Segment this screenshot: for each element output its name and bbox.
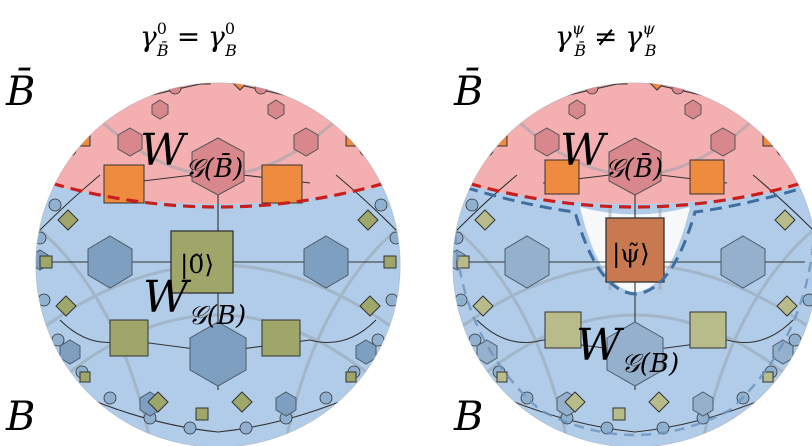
- left-lower-W: W𝒢(B): [143, 272, 246, 331]
- left-label-Bbar: B̄: [5, 68, 35, 115]
- left-state-box: [170, 230, 234, 294]
- left-panel: γ0 B̄ = γ0 B: [5, 19, 401, 446]
- right-state-label: |ψ̃⟩: [612, 239, 650, 269]
- left-state-label: |0̃⟩: [180, 250, 214, 280]
- right-panel: γψ B̄ ≠ γψ B: [452, 19, 812, 446]
- right-wedge-boundary: [453, 180, 812, 296]
- left-lower-squares: [39, 209, 397, 421]
- right-label-B: B: [453, 394, 483, 440]
- right-lower-hexagons: [453, 235, 794, 417]
- right-label-Bbar: B̄: [453, 68, 483, 115]
- right-upper-W: W𝒢(B̄): [560, 125, 663, 184]
- right-lower-squares: [456, 209, 798, 421]
- right-state-box: [605, 217, 665, 283]
- left-label-B: B: [5, 394, 35, 440]
- left-cut-line: [36, 176, 400, 209]
- right-outer-blue-dash: [453, 199, 812, 437]
- right-lower-W: W𝒢(B): [576, 320, 679, 379]
- left-upper-W: W𝒢(B̄): [140, 125, 243, 184]
- left-upper-hexagons: [117, 99, 319, 196]
- right-cut-line: [453, 176, 812, 209]
- right-upper-hexagons: [534, 99, 736, 196]
- left-title: γ0 B̄ = γ0 B: [140, 19, 237, 60]
- right-title: γψ B̄ ≠ γψ B: [555, 19, 657, 60]
